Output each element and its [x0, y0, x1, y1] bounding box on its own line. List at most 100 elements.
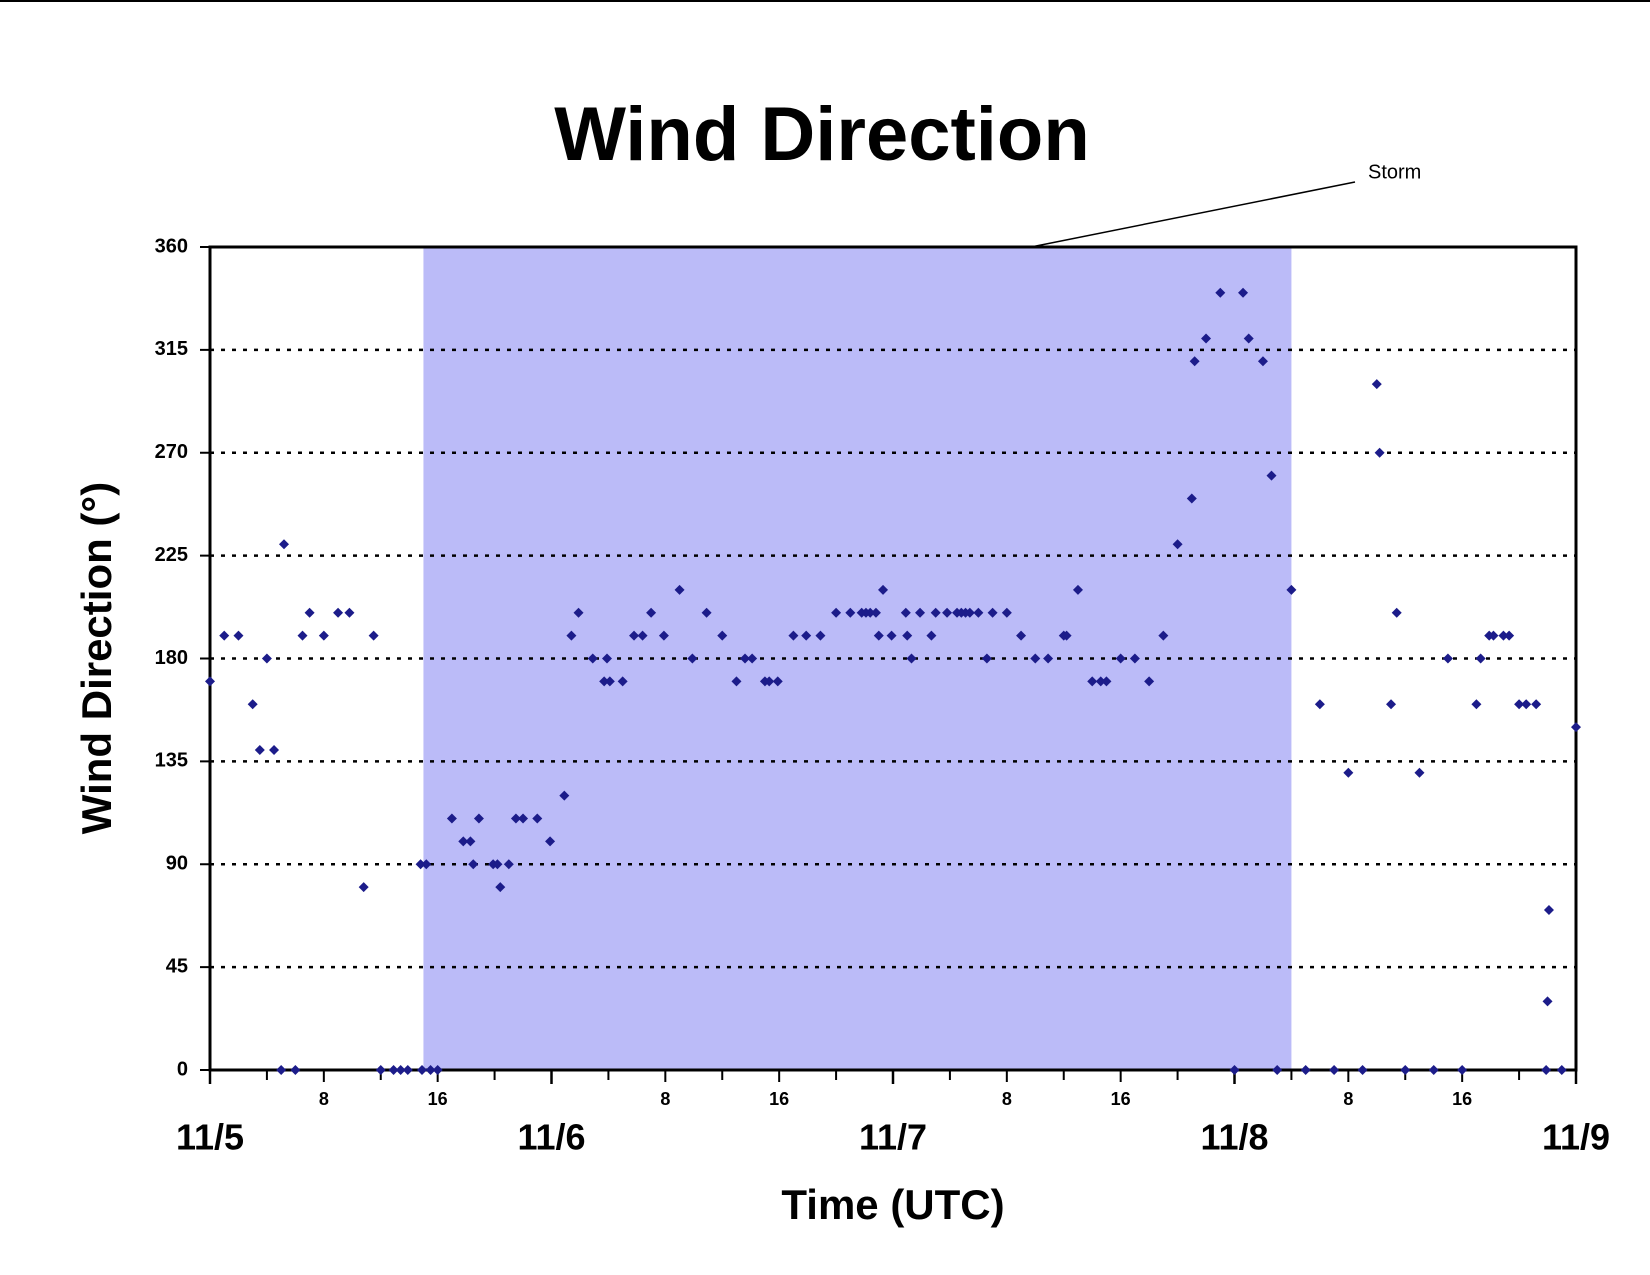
data-point: [926, 630, 937, 641]
data-point: [1521, 699, 1532, 710]
data-point: [1266, 470, 1277, 481]
data-point: [559, 790, 570, 801]
data-point: [1428, 1065, 1439, 1075]
data-point: [658, 630, 669, 641]
y-tick-label: 180: [155, 647, 188, 669]
data-point: [687, 653, 698, 664]
data-point: [878, 584, 889, 595]
x-date-label: 11/6: [517, 1117, 585, 1158]
x-tick-label: 8: [1002, 1089, 1012, 1109]
data-point: [465, 836, 476, 847]
data-point: [1571, 722, 1581, 733]
data-point: [468, 859, 479, 870]
x-tick-label: 8: [660, 1089, 670, 1109]
data-point: [599, 676, 610, 687]
y-tick-label: 135: [155, 750, 188, 772]
data-point: [1371, 379, 1382, 390]
data-point: [395, 1065, 406, 1075]
data-point: [573, 607, 584, 618]
data-point: [290, 1065, 301, 1075]
data-point: [492, 859, 503, 870]
data-point: [1457, 1065, 1468, 1075]
data-point: [1343, 767, 1354, 778]
x-axis-label: Time (UTC): [781, 1181, 1004, 1228]
data-point: [987, 607, 998, 618]
data-point: [375, 1065, 386, 1075]
data-point: [1229, 1065, 1240, 1075]
data-point: [278, 539, 289, 550]
data-point: [1095, 676, 1106, 687]
data-point: [1488, 630, 1499, 641]
data-point: [1101, 676, 1112, 687]
data-point: [1158, 630, 1169, 641]
data-point: [701, 607, 712, 618]
data-point: [981, 653, 992, 664]
data-point: [1329, 1065, 1340, 1075]
data-point: [902, 630, 913, 641]
data-point: [247, 699, 258, 710]
data-point: [1072, 584, 1083, 595]
data-point: [637, 630, 648, 641]
y-axis-label: Wind Direction (°): [73, 482, 120, 834]
x-tick-label: 16: [1111, 1089, 1131, 1109]
x-tick-label: 16: [769, 1089, 789, 1109]
data-point: [417, 1065, 428, 1075]
annotation-line: [1030, 181, 1356, 248]
data-point: [532, 813, 543, 824]
data-point: [1061, 630, 1072, 641]
data-point: [915, 607, 926, 618]
data-point: [646, 607, 657, 618]
data-point: [368, 630, 379, 641]
data-point: [601, 653, 612, 664]
x-tick-label: 16: [1452, 1089, 1472, 1109]
data-point: [1144, 676, 1155, 687]
data-point: [1001, 607, 1012, 618]
data-point: [446, 813, 457, 824]
data-point: [458, 836, 469, 847]
data-point: [1514, 699, 1525, 710]
data-point: [764, 676, 775, 687]
data-point: [425, 1065, 436, 1075]
data-point: [402, 1065, 413, 1075]
data-point: [261, 653, 272, 664]
data-point: [587, 653, 598, 664]
data-point: [1030, 653, 1041, 664]
data-point: [617, 676, 628, 687]
y-tick-label: 90: [166, 853, 188, 875]
data-point: [1129, 653, 1140, 664]
x-date-label: 11/8: [1200, 1117, 1268, 1158]
data-point: [930, 607, 941, 618]
y-tick-label: 315: [155, 338, 188, 360]
data-point: [205, 676, 215, 687]
data-point: [973, 607, 984, 618]
x-tick-label: 16: [428, 1089, 448, 1109]
data-point: [717, 630, 728, 641]
y-tick-label: 0: [177, 1058, 188, 1080]
data-point: [942, 607, 953, 618]
data-point: [886, 630, 897, 641]
data-point: [1531, 699, 1542, 710]
data-point: [674, 584, 685, 595]
data-point: [415, 859, 426, 870]
data-point: [432, 1065, 443, 1075]
data-point: [1286, 584, 1297, 595]
data-point: [518, 813, 529, 824]
data-point: [831, 607, 842, 618]
y-tick-label: 45: [166, 955, 188, 977]
data-point: [358, 882, 369, 893]
data-point: [1442, 653, 1453, 664]
data-point: [906, 653, 917, 664]
data-point: [1471, 699, 1482, 710]
data-point: [219, 630, 230, 641]
data-point: [1016, 630, 1027, 641]
x-date-label: 11/9: [1542, 1117, 1610, 1158]
data-point: [1201, 333, 1212, 344]
data-point: [629, 630, 640, 641]
data-point: [344, 607, 355, 618]
data-point: [1357, 1065, 1368, 1075]
data-point: [495, 882, 506, 893]
data-point: [964, 607, 975, 618]
y-tick-label: 225: [155, 544, 188, 566]
data-point: [1300, 1065, 1311, 1075]
x-tick-label: 8: [1343, 1089, 1353, 1109]
